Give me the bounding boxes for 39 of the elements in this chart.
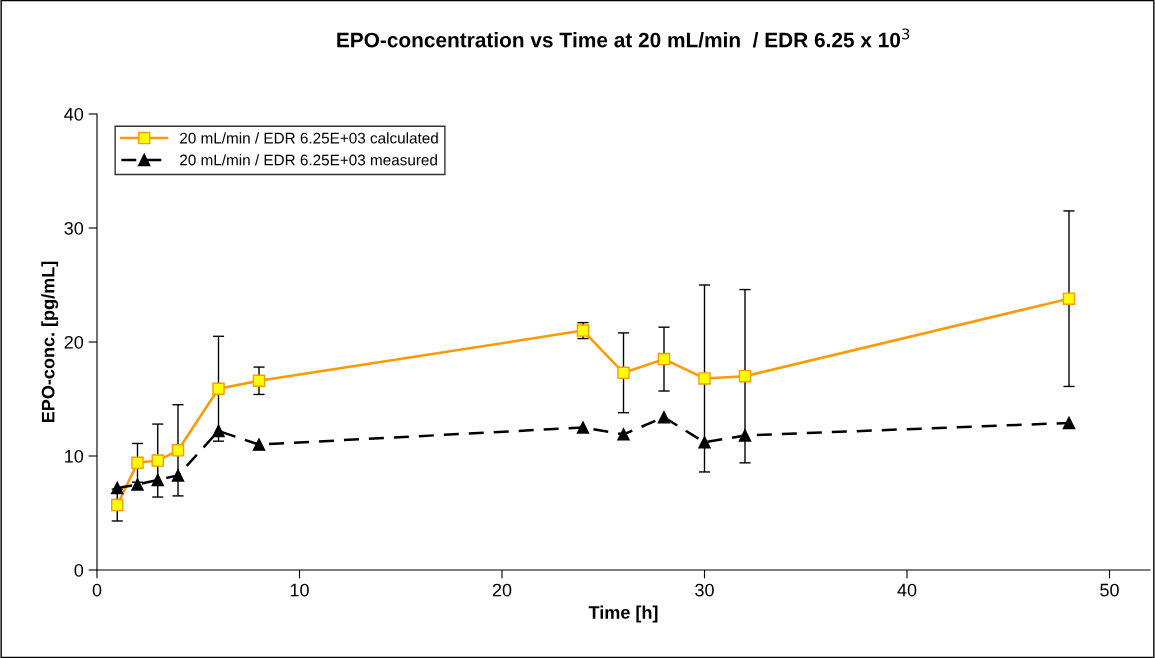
point [110,498,124,512]
y-tick-label: 40 [64,107,84,121]
point [698,436,711,449]
y-tick-label: 10 [65,449,84,463]
point [576,421,590,434]
point [1062,416,1076,430]
point [617,428,630,441]
point [738,429,752,442]
x-tick-label: 30 [695,583,714,597]
point [657,352,671,366]
point [131,478,144,491]
point [252,438,266,451]
x-tick-label: 20 [492,583,512,597]
x-tick-label: 10 [290,583,309,597]
y-tick-label: 0 [74,563,84,577]
point [171,444,185,457]
point [110,481,124,495]
legend-label: 20 mL/min / EDR 6.25E+03 measured [180,154,437,166]
point [738,369,752,383]
chart-title: EPO-concentration vs Time at 20 mL/min / EDR 6.25 x 10$^{3}$ [337,28,910,48]
x-tick-label: 50 [1100,583,1119,597]
point [617,366,630,380]
point [151,454,165,467]
point [1062,292,1076,305]
x-axis-title: Time [h] [588,605,658,623]
point [212,424,225,438]
point [252,374,266,388]
y-tick-label: 20 [64,335,84,349]
point [657,410,671,424]
x-tick-label: 0 [92,583,102,597]
point [698,372,711,385]
point [171,469,185,482]
y-tick-label: 30 [64,221,84,235]
point [131,456,144,470]
legend-label: 20 mL/min / EDR 6.25E+03 calculated [180,132,438,144]
y-axis-title: EPO-conc. [pg/mL] [41,261,59,423]
x-tick-label: 40 [897,583,917,597]
point [212,382,225,395]
point [151,473,165,487]
